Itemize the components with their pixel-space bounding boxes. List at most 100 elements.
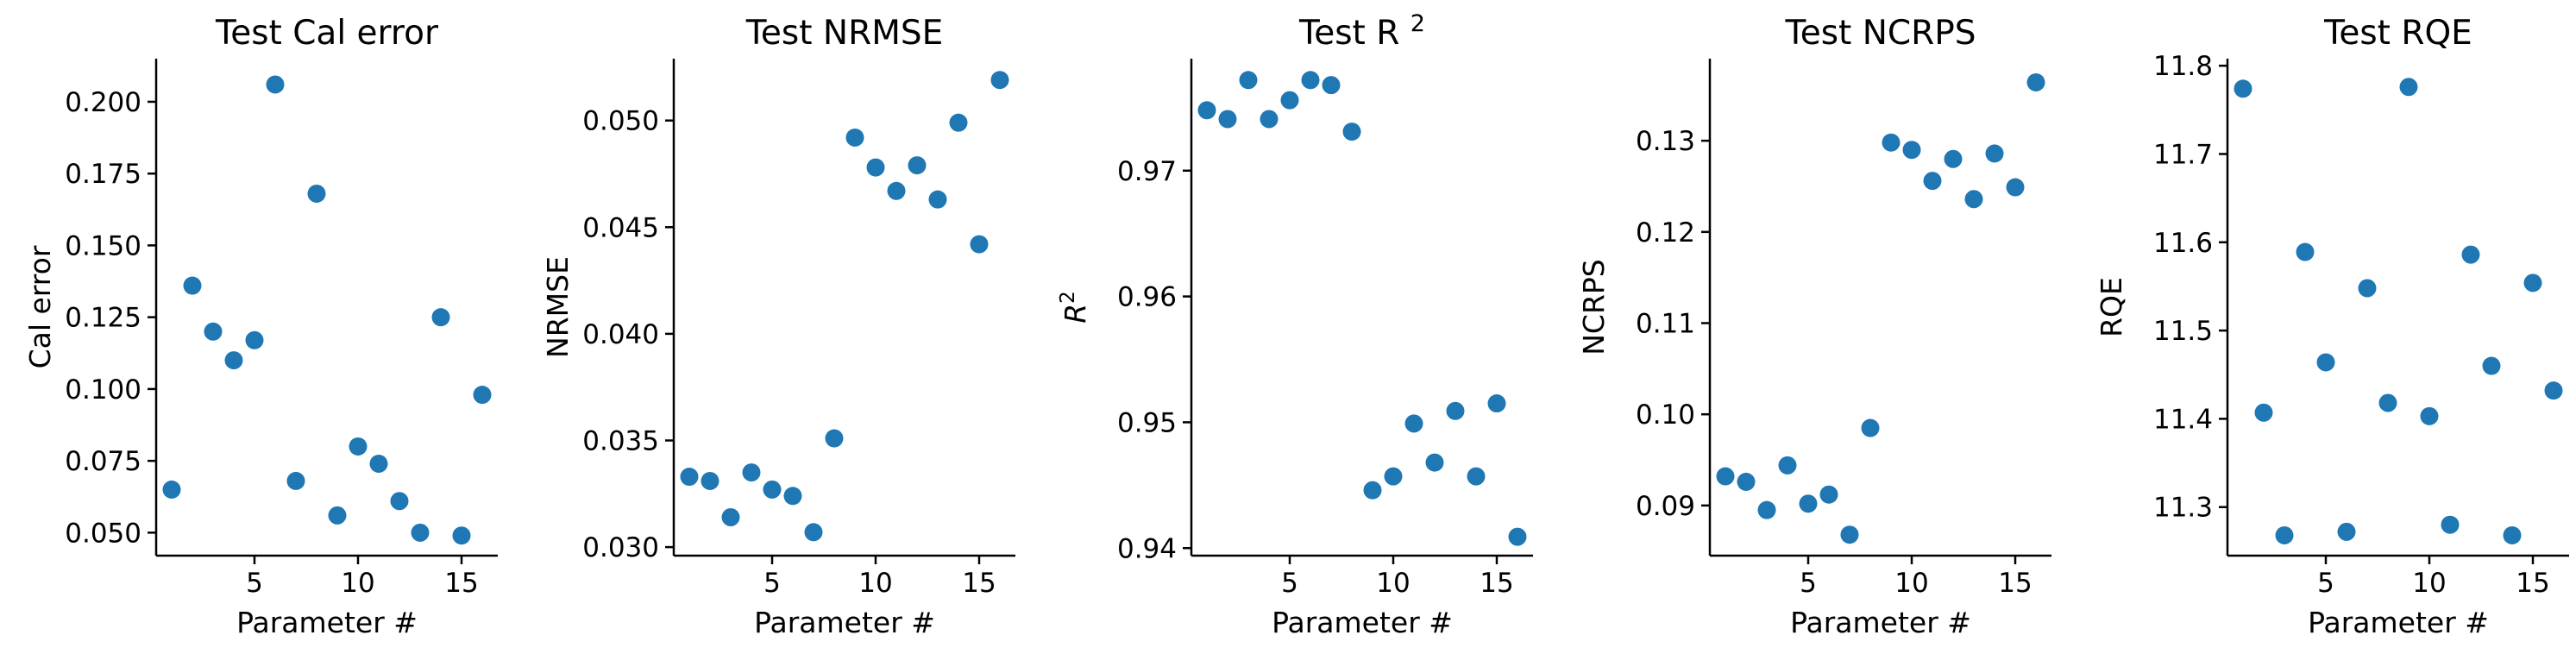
subplot-5: 5 10 15 11.3 11.4 11.5 11.6 11.7 11.8 Test RQE Par… — [2095, 14, 2569, 639]
y-axis-label-text: NCRPS — [1577, 259, 1611, 355]
data-point — [908, 156, 927, 175]
data-point — [390, 492, 409, 511]
subplot-3: 5 10 15 0.94 0.95 0.96 0.97 Test R 2 Parameter #… — [1057, 10, 1533, 639]
y-tick-label: 0.11 — [1636, 308, 1695, 339]
y-axis-label: NCRPS — [1577, 259, 1611, 355]
subplot-title-text: Test RQE — [2323, 14, 2472, 53]
data-point — [2337, 522, 2356, 541]
data-point — [1882, 133, 1901, 152]
data-point — [887, 181, 906, 200]
data-point — [2399, 78, 2418, 97]
data-point — [742, 463, 761, 482]
data-point — [2482, 356, 2501, 375]
y-tick-label: 0.09 — [1636, 491, 1695, 522]
y-tick-label: 0.94 — [1117, 533, 1177, 564]
data-point — [2378, 393, 2397, 412]
x-axis-label: Parameter # — [1790, 606, 1971, 639]
data-point — [1902, 141, 1921, 160]
data-point — [1404, 414, 1423, 433]
y-tick-label: 0.13 — [1636, 126, 1695, 157]
data-point — [183, 276, 202, 295]
data-point — [2503, 525, 2522, 544]
data-point — [2006, 178, 2025, 197]
data-point — [2234, 79, 2252, 98]
data-point — [1239, 71, 1258, 90]
data-point — [2316, 353, 2335, 372]
data-point — [1923, 172, 1942, 191]
data-point — [949, 113, 968, 132]
subplot-title-text: Test NRMSE — [745, 14, 944, 53]
y-tick-label: 11.4 — [2153, 404, 2213, 435]
data-point — [1757, 500, 1776, 519]
y-tick-label: 11.3 — [2153, 493, 2213, 524]
y-tick-label: 0.035 — [582, 426, 659, 457]
data-point — [1861, 418, 1880, 437]
data-point — [1716, 467, 1735, 486]
y-tick-label: 0.075 — [65, 446, 141, 477]
data-point — [2358, 279, 2377, 298]
x-tick-label: 15 — [1998, 568, 2032, 599]
data-point — [1384, 467, 1403, 486]
data-point — [763, 480, 782, 499]
y-axis-label: RQE — [2095, 277, 2128, 337]
data-point — [1280, 91, 1299, 110]
data-point — [701, 471, 719, 490]
data-point — [1322, 76, 1341, 95]
subplot-title-text: Test Cal error — [215, 14, 439, 53]
data-point — [1218, 110, 1237, 129]
x-tick-label: 10 — [1894, 568, 1928, 599]
x-tick-label: 15 — [444, 568, 478, 599]
data-point — [1446, 401, 1465, 420]
data-point — [721, 508, 740, 527]
subplot-4: 5 10 15 0.09 0.10 0.11 0.12 0.13 Test NCRPS Param… — [1577, 14, 2051, 639]
data-point — [473, 386, 492, 405]
x-tick-label: 10 — [2412, 568, 2446, 599]
data-point — [1301, 71, 1320, 90]
data-point — [245, 330, 264, 349]
data-point — [1487, 394, 1506, 413]
data-point — [990, 71, 1009, 90]
y-tick-label: 0.040 — [582, 319, 659, 350]
y-tick-label: 11.5 — [2153, 316, 2213, 347]
data-point — [2026, 72, 2045, 91]
x-tick-label: 10 — [341, 568, 374, 599]
y-axis-label: NRMSE — [541, 256, 575, 358]
subplot-1: 5 10 15 0.050 0.075 0.100 0.125 0.150 0.175 0.200… — [23, 14, 498, 639]
data-point — [783, 487, 802, 506]
y-tick-label: 0.12 — [1636, 217, 1695, 248]
data-point — [411, 523, 430, 542]
data-point — [307, 184, 326, 203]
y-axis-label-text: Cal error — [23, 245, 57, 368]
data-point — [928, 190, 947, 209]
data-point — [1819, 485, 1838, 504]
data-point — [1342, 123, 1361, 141]
y-axis-label-text: RQE — [2095, 277, 2128, 337]
data-point — [2254, 403, 2273, 422]
data-point — [2441, 515, 2460, 534]
y-tick-label: 0.97 — [1117, 156, 1177, 187]
data-point — [1778, 456, 1797, 475]
subplot-title: Test NCRPS — [1785, 14, 1976, 53]
x-tick-label: 15 — [2516, 568, 2549, 599]
subplot-title: Test R 2 — [1298, 10, 1425, 53]
x-axis-label: Parameter # — [754, 606, 935, 639]
y-axis-label-text: R — [1059, 304, 1092, 324]
x-axis-label: Parameter # — [1272, 606, 1453, 639]
y-tick-label: 11.8 — [2153, 51, 2213, 82]
x-tick-label: 15 — [1480, 568, 1513, 599]
data-point — [1197, 101, 1216, 120]
subplot-title-superscript: 2 — [1411, 10, 1425, 37]
subplot-title: Test RQE — [2323, 14, 2472, 53]
y-tick-label: 0.045 — [582, 212, 659, 243]
data-point — [1799, 494, 1818, 513]
subplot-title-text: Test NCRPS — [1785, 14, 1976, 53]
data-point — [349, 437, 368, 456]
x-tick-label: 5 — [1800, 568, 1817, 599]
data-point — [2523, 274, 2542, 292]
x-axis-label: Parameter # — [2308, 606, 2489, 639]
y-tick-label: 0.150 — [65, 230, 141, 261]
data-point — [369, 454, 388, 473]
data-point — [2544, 381, 2563, 400]
data-point — [452, 526, 471, 545]
data-point — [1467, 467, 1486, 486]
